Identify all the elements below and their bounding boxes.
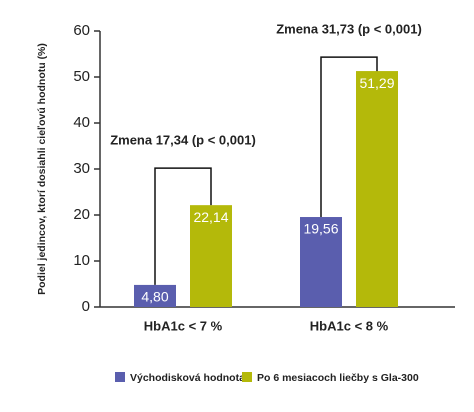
y-axis-title: Podiel jedincov, ktorí dosiahli cieľovú …	[36, 43, 48, 295]
legend-swatch	[115, 372, 125, 382]
y-tick-label: 50	[73, 68, 90, 85]
annotation: Zmena 17,34 (p < 0,001)	[110, 133, 256, 148]
bar	[300, 217, 342, 307]
y-tick-label: 10	[73, 252, 90, 269]
y-tick-label: 0	[82, 298, 90, 315]
y-tick-label: 60	[73, 22, 90, 39]
value-label: 22,14	[193, 209, 228, 225]
y-tick-label: 40	[73, 114, 90, 131]
annotation: Zmena 31,73 (p < 0,001)	[276, 22, 422, 37]
legend-swatch	[242, 372, 252, 382]
legend-label: Východisková hodnota	[130, 372, 245, 384]
x-tick-label: HbA1c < 7 %	[144, 318, 223, 333]
bar	[134, 284, 176, 307]
value-label: 19,56	[303, 221, 338, 237]
bracket	[320, 56, 378, 218]
x-tick-label: HbA1c < 8 %	[310, 318, 389, 333]
bracket	[154, 167, 212, 285]
legend-label: Po 6 mesiacoch liečby s Gla-300	[257, 372, 419, 384]
bar	[190, 205, 232, 307]
value-label: 4,80	[141, 289, 168, 305]
y-tick-label: 30	[73, 160, 90, 177]
y-tick-label: 20	[73, 206, 90, 223]
value-label: 51,29	[359, 75, 394, 91]
bar	[356, 71, 398, 307]
